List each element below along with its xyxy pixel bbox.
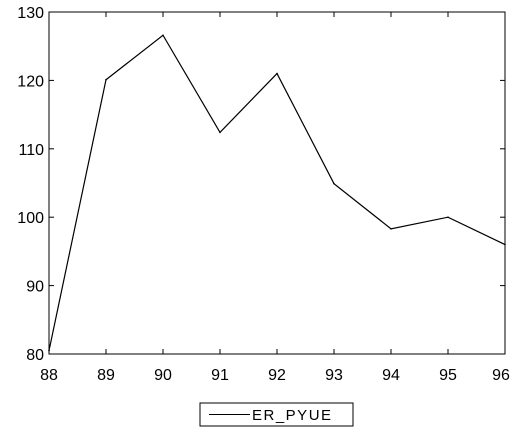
legend: ER_PYUE: [199, 402, 354, 427]
series-layer: [48, 34, 506, 352]
data-point-96: [504, 243, 506, 246]
y-tick-label-120: 120: [17, 73, 44, 90]
x-tick-label-93: 93: [325, 367, 343, 384]
x-tick-label-89: 89: [97, 367, 115, 384]
legend-box: [199, 402, 354, 427]
y-tick-label-90: 90: [26, 279, 44, 296]
x-tick-label-95: 95: [439, 367, 457, 384]
plot-area-frame: [48, 11, 506, 355]
data-point-95: [447, 216, 449, 218]
y-tick-label-130: 130: [17, 5, 44, 22]
y-tick-label-100: 100: [17, 210, 44, 227]
x-tick-label-88: 88: [40, 367, 58, 384]
data-point-92: [276, 72, 278, 75]
data-point-94: [390, 228, 392, 230]
x-tick-label-90: 90: [154, 367, 172, 384]
x-tick-label-91: 91: [211, 367, 229, 384]
data-point-91: [219, 131, 221, 134]
x-tick-label-96: 96: [492, 367, 510, 384]
data-point-88: [48, 349, 50, 352]
data-point-89: [105, 78, 107, 81]
y-tick-label-110: 110: [18, 142, 44, 159]
y-tick-label-80: 80: [26, 347, 44, 364]
y-axis: 80 90 100 110 120 130: [17, 5, 505, 364]
x-tick-label-94: 94: [382, 367, 400, 384]
x-tick-label-92: 92: [268, 367, 286, 384]
data-point-90: [162, 34, 164, 37]
data-point-93: [333, 182, 335, 185]
legend-label-er-pyue: ER_PYUE: [252, 407, 333, 424]
